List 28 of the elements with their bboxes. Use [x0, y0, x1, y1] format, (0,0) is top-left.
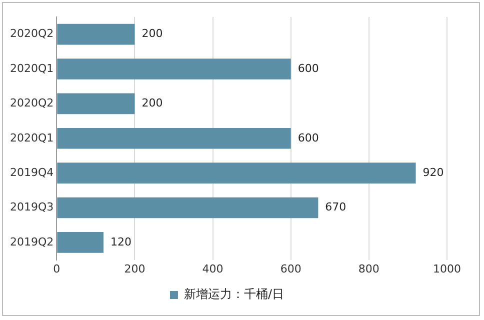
x-tick-label: 1000	[433, 262, 461, 276]
bar	[57, 24, 135, 45]
y-tick-label: 2019Q4	[10, 166, 54, 179]
bar	[57, 162, 416, 184]
bar	[57, 197, 318, 218]
bar	[57, 58, 291, 80]
x-tick-label: 200	[124, 262, 146, 276]
x-tick-label: 400	[202, 262, 224, 276]
data-label: 120	[110, 235, 132, 248]
x-tick-label: 600	[280, 262, 302, 276]
data-label: 600	[298, 131, 319, 144]
data-label: 200	[142, 27, 163, 40]
y-tick-label: 2020Q1	[10, 131, 54, 144]
y-tick-label: 2020Q2	[10, 96, 54, 110]
bar	[57, 232, 104, 253]
bar	[57, 128, 291, 149]
y-tick-label: 2019Q2	[10, 235, 54, 248]
data-label: 920	[422, 166, 444, 179]
data-label: 670	[325, 200, 346, 214]
y-tick-label: 2019Q3	[10, 200, 54, 214]
legend-label: 新增运力：千桶/日	[184, 287, 284, 302]
x-tick-label: 0	[53, 262, 60, 276]
data-label: 200	[142, 96, 163, 110]
y-tick-label: 2020Q2	[10, 27, 54, 40]
y-tick-label: 2020Q1	[10, 62, 54, 75]
bar	[57, 93, 135, 114]
data-label: 600	[298, 62, 319, 75]
x-tick-label: 800	[358, 262, 380, 276]
